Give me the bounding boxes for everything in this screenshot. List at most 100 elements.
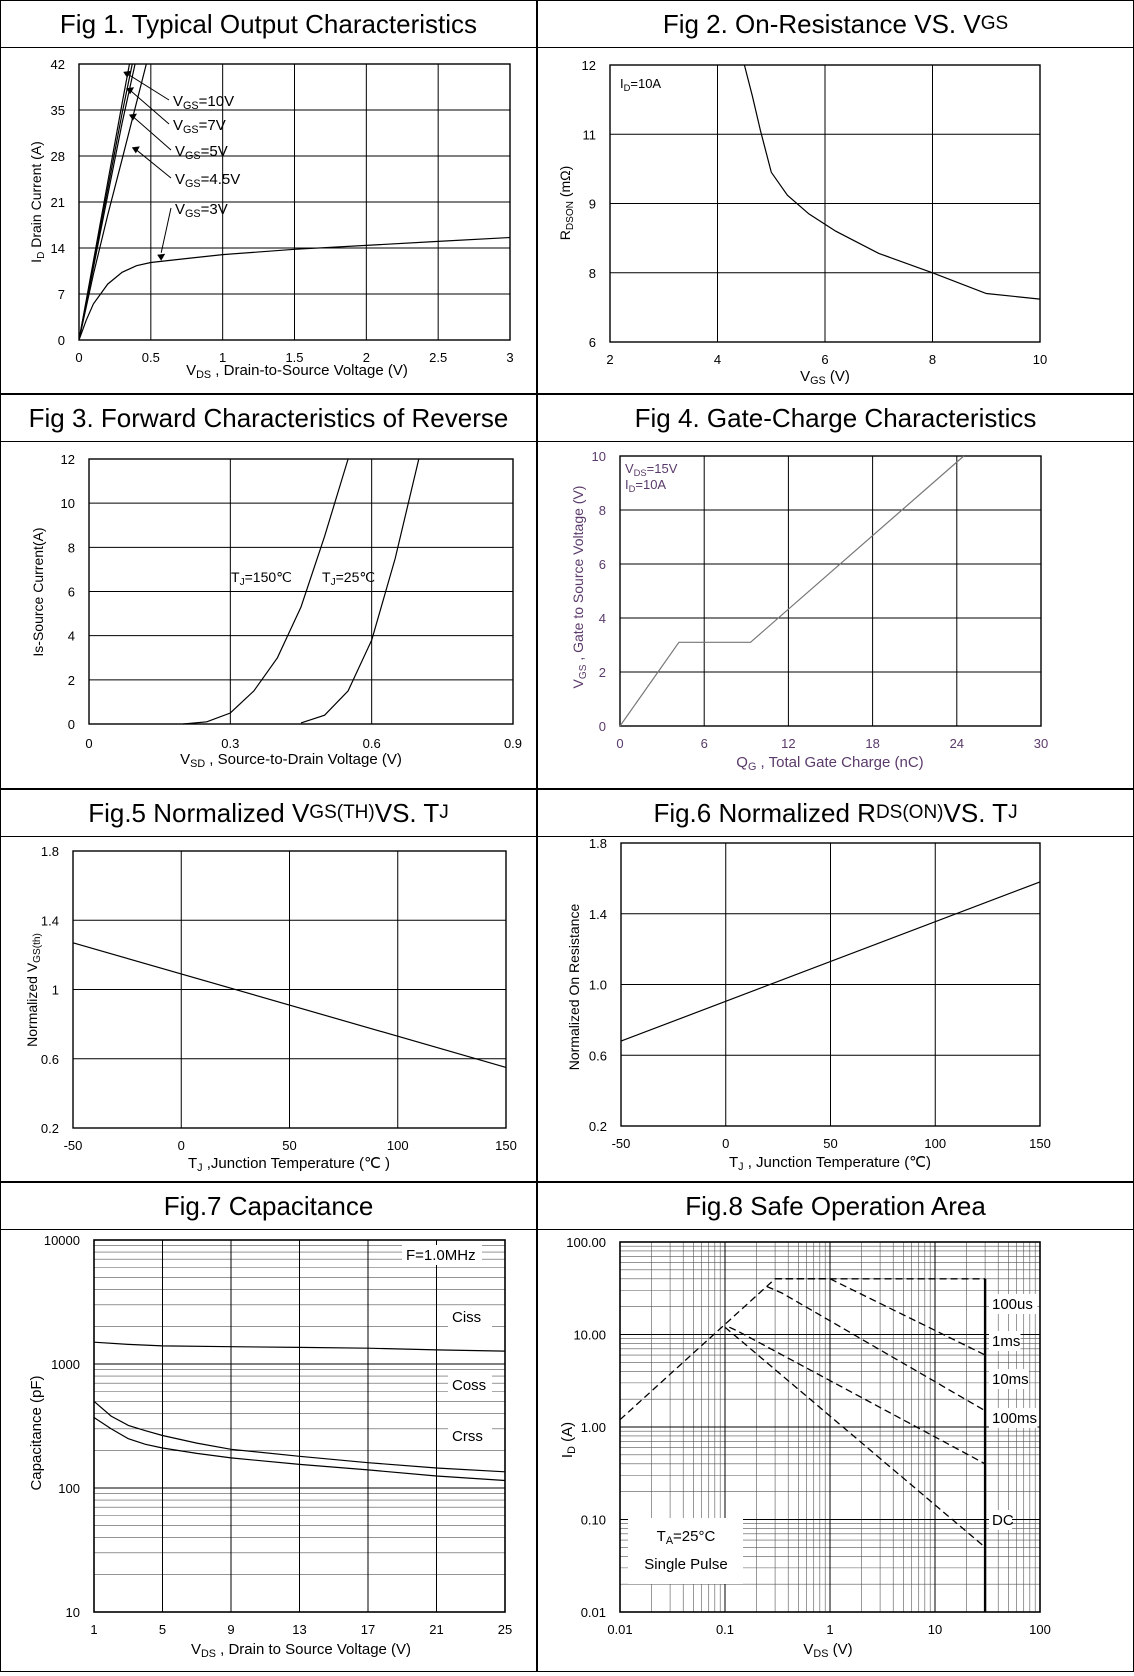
fig3-xtick-label: 0 <box>85 736 92 751</box>
fig2-xtick-label: 6 <box>821 352 828 367</box>
fig1-ytick-label: 28 <box>51 149 65 164</box>
fig4-xtick-label: 30 <box>1034 736 1048 751</box>
fig3-xtick-label: 0.9 <box>504 736 522 751</box>
fig8-svg: 0.01 0.1 1 10 100 0.01 0.10 1.00 10.00 100.00 100u… <box>559 1235 1051 1660</box>
fig5-ylabel: Normalized VGS(th)​ <box>24 933 43 1047</box>
fig7-title: Fig.7 Capacitance <box>1 1183 536 1230</box>
fig6-ytick-label: 0.2 <box>589 1119 607 1134</box>
fig3-plot-frame <box>88 458 514 725</box>
fig7-series-3 <box>93 1416 506 1482</box>
fig5-svg: -50 0 50 100 150 0.2 0.6 1 1.4 1.8 TJ​ ,Junction T… <box>24 844 517 1174</box>
fig2-xlabel: VGS​ (V) <box>800 368 850 387</box>
fig8-xlabel: VDS​ (V) <box>803 1641 852 1660</box>
fig4-xtick-label: 0 <box>616 736 623 751</box>
fig1-legend-label: VGS​=5V <box>175 143 228 162</box>
fig8-ytick-label: 10.00 <box>573 1328 606 1343</box>
fig8-series-5 <box>724 1326 986 1548</box>
fig7-xtick-label: 5 <box>159 1622 166 1637</box>
fig4-ytick-label: 0 <box>599 719 606 734</box>
fig2-series-1 <box>743 64 1041 300</box>
fig6-title-mid: VS. T <box>943 797 1009 828</box>
fig1-series-4 <box>79 64 147 340</box>
fig4-panel: Fig 4. Gate-Charge Characteristics 0 6 12 1… <box>537 394 1134 789</box>
fig1-chart: 0 0.5 1 1.5 2 2.5 3 0 7 14 21 28 35 42 VGS​=10V VGS​=7V… <box>1 48 536 398</box>
fig8-series-label-1-bg <box>989 1294 1038 1314</box>
fig1-legend-arrow <box>126 73 170 101</box>
fig5-ytick-label: 0.6 <box>41 1052 59 1067</box>
fig6-xtick-label: -50 <box>612 1136 631 1151</box>
fig3-ytick-label: 4 <box>68 629 75 644</box>
fig7-svg: 1 5 9 13 17 21 25 10 100 1000 10000 F=1.0MHz Ciss Cos… <box>28 1233 512 1660</box>
fig6-svg: -50 0 50 100 150 0.2 0.6 1.0 1.4 1.8 TJ​ , Junctio… <box>566 836 1051 1173</box>
fig7-series-label-1-bg <box>448 1307 492 1327</box>
fig4-plot-frame <box>619 455 1042 727</box>
fig6-xlabel: TJ​ , Junction Temperature (℃) <box>729 1154 931 1173</box>
fig1-legend-arrowhead <box>131 146 140 154</box>
fig3-xlabel: VSD​ , Source-to-Drain Voltage (V) <box>180 751 402 770</box>
fig7-ytick-label: 10 <box>66 1605 80 1620</box>
fig5-chart: -50 0 50 100 150 0.2 0.6 1 1.4 1.8 TJ​ ,Junction T… <box>1 837 536 1186</box>
fig3-series-2 <box>300 458 420 724</box>
fig8-xtick-label: 1 <box>826 1622 833 1637</box>
fig8-title: Fig.8 Safe Operation Area <box>538 1183 1133 1230</box>
fig1-legend-arrow <box>135 149 172 179</box>
fig4-xlabel: QG​ , Total Gate Charge (nC) <box>736 754 923 773</box>
fig3-ylabel: Is-Source Current(A) <box>30 527 46 656</box>
fig2-chart: 2 4 6 8 10 6 8 9 11 12 ID​=10A VGS​ (V) RDSON​ (mΩ) <box>538 48 1133 398</box>
fig1-xtick-label: 2 <box>363 350 370 365</box>
fig3-chart: 0 0.3 0.6 0.9 0 2 4 6 8 10 12 TJ​=150℃ TJ​=25℃ VSD​ ,… <box>1 442 536 793</box>
fig4-ytick-label: 4 <box>599 611 606 626</box>
fig8-ytick-label: 1.00 <box>581 1420 606 1435</box>
fig4-xtick-label: 18 <box>865 736 879 751</box>
fig6-title-sub: DS(ON) <box>875 802 944 823</box>
fig3-xtick-label: 0.6 <box>363 736 381 751</box>
fig7-ytick-label: 1000 <box>51 1357 80 1372</box>
fig6-series-1 <box>620 881 1041 1042</box>
fig1-ytick-label: 35 <box>51 103 65 118</box>
fig6-xtick-label: 150 <box>1029 1136 1051 1151</box>
fig8-series-2 <box>775 1278 986 1356</box>
fig1-svg: 0 0.5 1 1.5 2 2.5 3 0 7 14 21 28 35 42 VGS​=10V VGS​=7V… <box>28 57 514 381</box>
fig7-annotation: F=1.0MHz <box>406 1247 476 1264</box>
fig1-ylabel: ID​ Drain Current (A) <box>28 141 47 263</box>
fig1-legend-arrow <box>132 116 172 151</box>
fig5-xtick-label: 50 <box>282 1138 296 1153</box>
fig8-annotation-1: TA​=25°C <box>657 1528 716 1547</box>
fig6-ytick-label: 1.0 <box>589 978 607 993</box>
fig5-ytick-label: 1.4 <box>41 913 59 928</box>
fig6-chart: -50 0 50 100 150 0.2 0.6 1.0 1.4 1.8 TJ​ , Junctio… <box>538 836 1133 1186</box>
fig3-ytick-label: 6 <box>68 585 75 600</box>
fig2-title-main: Fig 2. On-Resistance VS. V <box>662 8 981 39</box>
fig1-xtick-label: 1 <box>219 350 226 365</box>
fig8-series-label-4: 100ms <box>992 1410 1037 1427</box>
fig5-title-main: Fig.5 Normalized V <box>88 797 310 828</box>
fig5-series-1 <box>72 942 507 1068</box>
fig2-ytick-label: 9 <box>589 197 596 212</box>
fig7-series-label-2-bg <box>448 1375 492 1395</box>
fig8-annotation-bg <box>628 1518 743 1584</box>
fig3-panel: Fig 3. Forward Characteristics of Revers… <box>0 394 537 789</box>
fig1-xtick-label: 2.5 <box>429 350 447 365</box>
fig5-xtick-label: -50 <box>64 1138 83 1153</box>
fig1-xtick-label: 1.5 <box>285 350 303 365</box>
fig2-title-sub: GS <box>980 13 1009 34</box>
fig6-ytick-label: 0.6 <box>589 1048 607 1063</box>
fig4-xtick-label: 12 <box>781 736 795 751</box>
fig7-xtick-label: 1 <box>90 1622 97 1637</box>
fig8-xtick-label: 10 <box>928 1622 942 1637</box>
fig8-series-label-3-bg <box>989 1369 1029 1389</box>
fig5-title-sub2: J <box>439 802 449 823</box>
fig2-ylabel: RDSON​ (mΩ) <box>557 166 576 241</box>
fig8-series-label-4-bg <box>989 1408 1038 1428</box>
fig6-xtick-label: 0 <box>722 1136 729 1151</box>
fig8-annotation-2: Single Pulse <box>644 1556 727 1573</box>
fig4-ytick-label: 10 <box>592 449 606 464</box>
fig8-chart: 0.01 0.1 1 10 100 0.01 0.10 1.00 10.00 100.00 100u… <box>538 1230 1133 1676</box>
fig2-xtick-label: 4 <box>714 352 721 367</box>
fig8-xtick-label: 0.01 <box>607 1622 632 1637</box>
fig6-xtick-label: 100 <box>924 1136 946 1151</box>
fig4-ytick-label: 2 <box>599 665 606 680</box>
fig8-ytick-label: 0.01 <box>581 1605 606 1620</box>
fig1-series-3 <box>79 64 136 340</box>
fig6-ytick-label: 1.8 <box>589 837 607 851</box>
